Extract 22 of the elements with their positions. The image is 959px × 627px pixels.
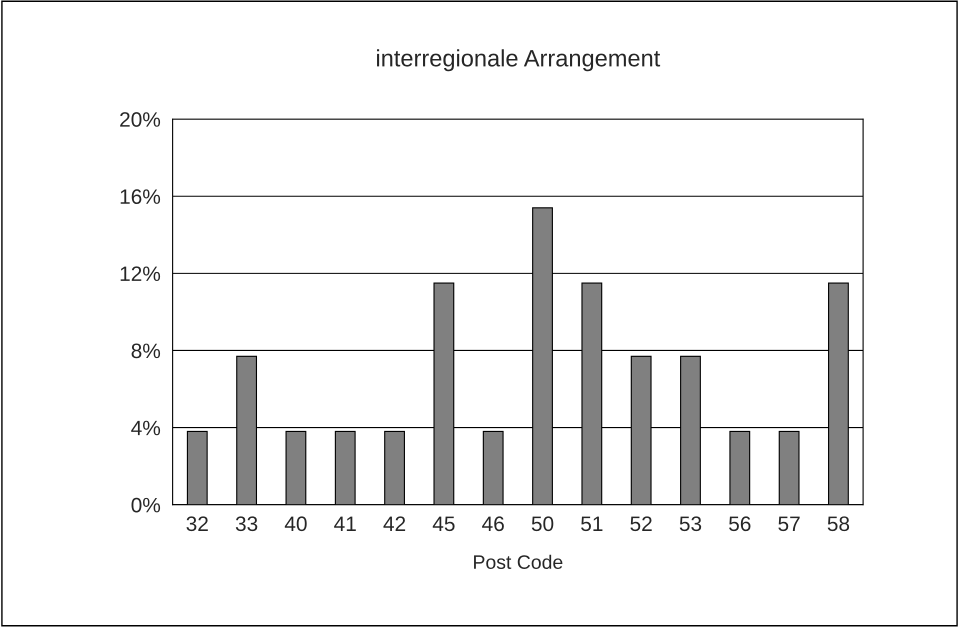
y-tick-label: 20% [120,112,160,127]
x-tick-label: 52 [630,516,652,532]
chart-title: interregionale Arrangement [377,49,660,72]
y-tick-label: 0% [132,498,160,512]
x-tick-label: 56 [729,516,750,532]
x-tick-label: 46 [482,516,504,532]
x-tick-label: 40 [284,516,307,532]
x-tick-label: 42 [383,516,406,531]
x-tick-label: 41 [334,516,356,531]
x-tick-label: 53 [680,516,702,532]
y-tick-label: 16% [120,189,160,204]
x-tick-label: 51 [581,516,602,532]
x-tick-label: 45 [432,516,455,532]
x-tick-label: 50 [532,516,554,532]
y-tick-label: 12% [120,266,160,282]
y-tick-label: 8% [132,343,160,358]
x-axis-title: Post Code [474,554,562,569]
x-tick-label: 57 [778,516,800,532]
x-tick-label: 32 [186,516,208,532]
y-tick-label: 4% [131,420,160,436]
x-tick-label: 33 [236,516,258,532]
x-tick-label: 58 [828,516,850,532]
